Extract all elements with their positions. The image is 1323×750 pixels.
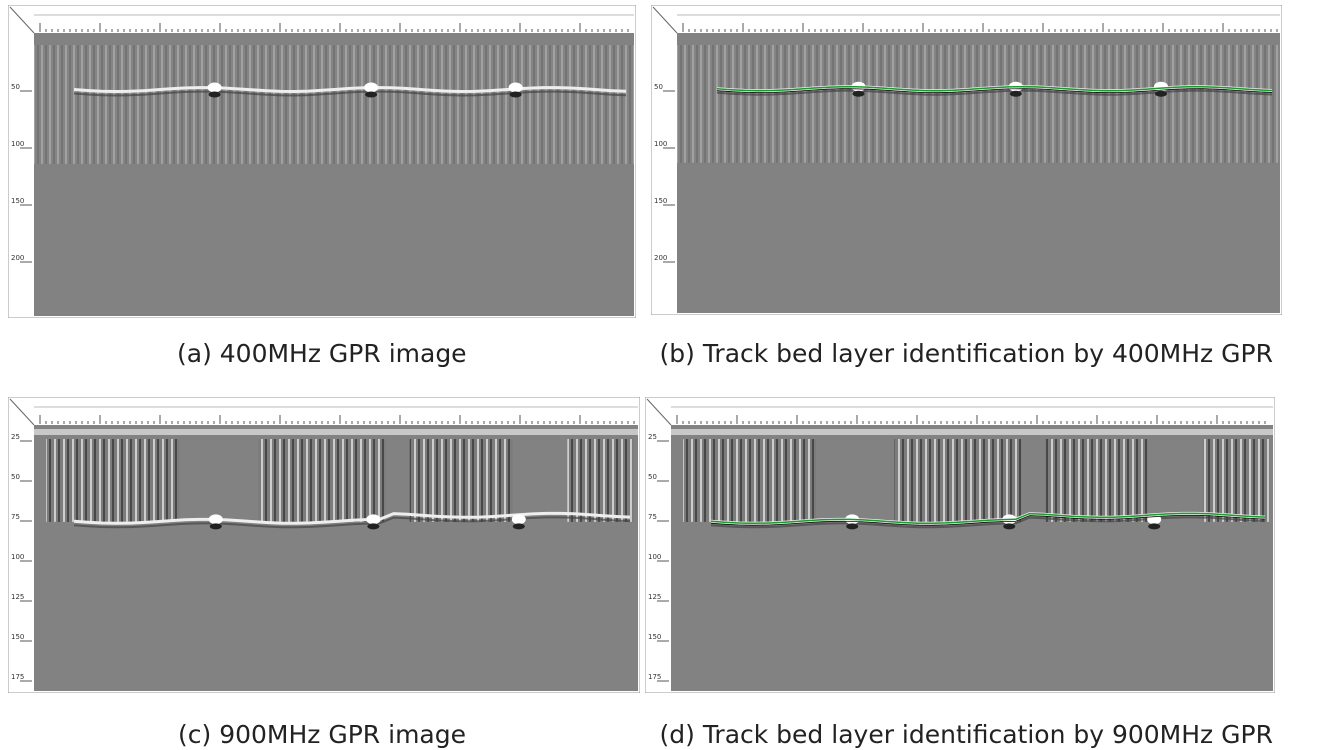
depth-label: 50 [648, 473, 657, 481]
hyperbola-dark [1003, 523, 1016, 530]
hyperbola-dark [512, 523, 525, 530]
gpr-image: 50 100 150 200 [651, 5, 1282, 315]
hyperbola-dark [1148, 523, 1161, 530]
hyperbola-dark [846, 523, 859, 530]
hyperbola-dark [1009, 90, 1022, 97]
caption: (b) Track bed layer identification by 40… [659, 339, 1273, 368]
depth-label: 150 [11, 197, 24, 205]
ripple [677, 45, 1280, 163]
ripple [34, 45, 634, 164]
surface-band [34, 429, 638, 435]
hyperbola-dark [852, 90, 865, 97]
caption: (d) Track bed layer identification by 90… [659, 720, 1273, 749]
caption: (a) 400MHz GPR image [177, 339, 467, 368]
stripes [567, 439, 634, 522]
depth-label: 100 [11, 140, 24, 148]
hyperbola [1154, 81, 1168, 92]
depth-label: 50 [11, 83, 20, 91]
hyperbola [208, 514, 223, 525]
depth-label: 100 [648, 553, 661, 561]
depth-label: 75 [11, 513, 20, 521]
reflection [73, 511, 631, 525]
hyperbola-dark [1155, 90, 1167, 97]
layer-trace [710, 512, 1266, 525]
stripes [683, 439, 816, 522]
depth-label: 25 [648, 433, 657, 441]
corner [646, 398, 672, 426]
hyperbola [508, 82, 523, 93]
reflection-dark [73, 90, 627, 97]
gpr-image: 25 50 75 100 125 150 175 [645, 397, 1275, 693]
stripes [409, 439, 513, 522]
depth-label: 125 [11, 593, 24, 601]
depth-label: 125 [648, 593, 661, 601]
hyperbola-dark [365, 91, 378, 98]
hyperbola [511, 514, 526, 525]
reflection-dark [73, 516, 631, 529]
depth-label: 150 [654, 197, 667, 205]
reflection [73, 85, 627, 94]
hyperbola [1147, 514, 1162, 525]
gpr-image: 25 50 75 100 125 150 175 [8, 397, 640, 693]
depth-label: 100 [11, 553, 24, 561]
corner [652, 6, 678, 34]
hyperbola [364, 82, 379, 93]
hyperbola-dark [367, 523, 380, 530]
stripes [1045, 439, 1149, 522]
hyperbola-dark [209, 523, 222, 530]
hyperbola [207, 82, 222, 93]
hyperbola-dark [208, 91, 221, 98]
gpr-image: 50 100 150 200 [8, 5, 636, 318]
stripes [258, 439, 386, 522]
reflection-dark [716, 89, 1273, 96]
depth-label: 50 [11, 473, 20, 481]
hyperbola-dark [509, 91, 522, 98]
depth-label: 50 [654, 83, 663, 91]
stripes [46, 439, 180, 522]
layer-trace-dark [716, 88, 1273, 94]
depth-label: 25 [11, 433, 20, 441]
stripes [1202, 439, 1269, 522]
layer-trace [716, 85, 1273, 92]
surface-band [671, 429, 1273, 435]
corner [9, 398, 35, 426]
depth-label: 75 [648, 513, 657, 521]
depth-label: 150 [11, 633, 24, 641]
layer-trace-dark [710, 515, 1266, 526]
caption: (c) 900MHz GPR image [178, 720, 466, 749]
depth-label: 175 [648, 673, 661, 681]
depth-label: 200 [11, 254, 24, 262]
depth-label: 175 [11, 673, 24, 681]
corner [9, 6, 35, 34]
stripes [894, 439, 1022, 522]
reflection-dark [710, 516, 1266, 529]
hyperbola [366, 514, 381, 525]
depth-label: 200 [654, 254, 667, 262]
depth-label: 100 [654, 140, 667, 148]
depth-label: 150 [648, 633, 661, 641]
